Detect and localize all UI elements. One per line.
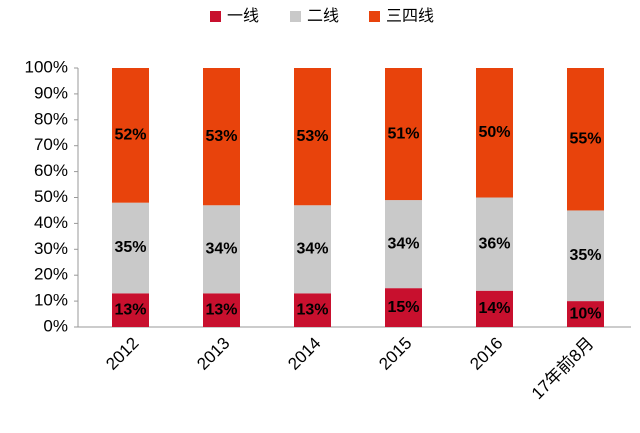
value-label: 35% [569, 247, 601, 264]
y-tick-label: 0% [43, 316, 68, 335]
bar-segment [294, 293, 331, 327]
y-tick-label: 40% [34, 213, 68, 232]
legend-swatch [369, 11, 380, 22]
value-label: 13% [114, 301, 146, 318]
legend-swatch [290, 11, 301, 22]
bar-segment [476, 197, 513, 291]
bar-segment [385, 288, 422, 327]
value-label: 55% [569, 130, 601, 147]
legend-swatch [210, 11, 221, 22]
bar-segment [203, 205, 240, 294]
value-label: 53% [205, 128, 237, 145]
bar-segment [294, 205, 331, 294]
bar-segment [112, 293, 149, 327]
bar-segment [203, 68, 240, 206]
bar-segment [476, 290, 513, 327]
value-label: 36% [478, 235, 510, 252]
y-tick-label: 100% [25, 57, 68, 76]
y-tick-label: 70% [34, 135, 68, 154]
value-label: 13% [205, 301, 237, 318]
bar-segment [203, 293, 240, 327]
value-label: 51% [387, 125, 419, 142]
legend-label: 一线 [227, 7, 259, 25]
value-label: 52% [114, 127, 146, 144]
y-tick-label: 30% [34, 239, 68, 258]
value-label: 10% [569, 305, 601, 322]
y-tick-label: 80% [34, 109, 68, 128]
bar-segment [112, 68, 149, 203]
y-tick-label: 50% [34, 187, 68, 206]
x-tick-label: 2012 [102, 334, 142, 374]
y-tick-label: 60% [34, 161, 68, 180]
value-label: 34% [387, 235, 419, 252]
y-tick-label: 10% [34, 291, 68, 310]
y-tick-label: 90% [34, 83, 68, 102]
legend-label: 三四线 [386, 7, 434, 25]
bar-segment [112, 202, 149, 294]
value-label: 14% [478, 300, 510, 317]
bar-segment [567, 68, 604, 211]
bar-segment [567, 301, 604, 327]
legend-label: 二线 [307, 7, 339, 25]
x-tick-label: 17年前8月 [528, 334, 598, 404]
y-tick-label: 20% [34, 265, 68, 284]
value-label: 50% [478, 124, 510, 141]
bar-segment [567, 210, 604, 302]
bar-segment [294, 68, 331, 206]
value-label: 13% [296, 301, 328, 318]
x-tick-label: 2016 [466, 334, 506, 374]
bar-segment [385, 200, 422, 289]
value-label: 34% [205, 241, 237, 258]
bar-segment [476, 68, 513, 198]
value-label: 35% [114, 239, 146, 256]
value-label: 53% [296, 128, 328, 145]
value-label: 34% [296, 241, 328, 258]
value-label: 15% [387, 299, 419, 316]
x-tick-label: 2015 [375, 334, 415, 374]
bar-segment [385, 68, 422, 201]
x-tick-label: 2013 [193, 334, 233, 374]
x-tick-label: 2014 [284, 334, 324, 374]
